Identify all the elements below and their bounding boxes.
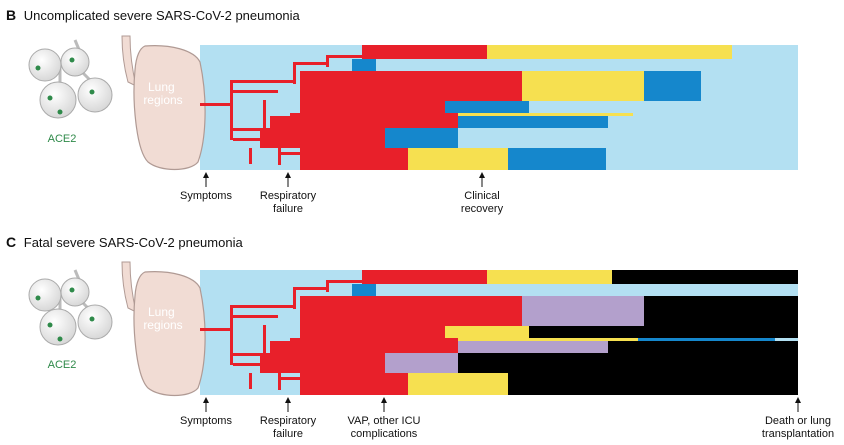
ace2-label: ACE2	[48, 359, 77, 371]
lung-label: Lung regions	[143, 80, 182, 107]
timeline-markers: Symptoms Respiratory failure VAP, other …	[180, 397, 834, 440]
marker-respiratory-failure: Respiratory failure	[260, 172, 317, 215]
timeline-markers: Symptoms Respiratory failure Clinical re…	[180, 172, 504, 215]
marker-death-or-transplant: Death or lung transplantation	[762, 397, 834, 440]
marker-symptoms: Symptoms	[180, 397, 232, 427]
lung-illustration	[133, 45, 206, 171]
ace2-label: ACE2	[48, 133, 77, 145]
svg-text:Respiratory: Respiratory	[260, 190, 317, 202]
lung-label: Lung regions	[143, 305, 182, 332]
marker-symptoms: Symptoms	[180, 172, 232, 202]
svg-text:transplantation: transplantation	[762, 428, 834, 440]
svg-text:failure: failure	[273, 428, 303, 440]
lung-illustration	[133, 271, 206, 397]
svg-text:Clinical: Clinical	[464, 190, 499, 202]
svg-text:recovery: recovery	[461, 203, 504, 215]
red-tree	[200, 280, 363, 390]
red-tree	[200, 55, 363, 165]
region-bars	[260, 45, 732, 170]
svg-text:Symptoms: Symptoms	[180, 415, 232, 427]
alveoli-illustration	[28, 269, 113, 346]
marker-vap-icu-complications: VAP, other ICU complications	[348, 397, 421, 440]
panel-b-title: B Uncomplicated severe SARS-CoV-2 pneumo…	[6, 7, 301, 23]
svg-text:Respiratory: Respiratory	[260, 415, 317, 427]
panel-c: C Fatal severe SARS-CoV-2 pneumonia ACE2…	[6, 234, 834, 440]
svg-text:VAP, other ICU: VAP, other ICU	[348, 415, 421, 427]
region-bars	[260, 270, 798, 395]
marker-clinical-recovery: Clinical recovery	[461, 172, 504, 215]
svg-text:failure: failure	[273, 203, 303, 215]
svg-text:Symptoms: Symptoms	[180, 190, 232, 202]
marker-respiratory-failure: Respiratory failure	[260, 397, 317, 440]
panel-b: B Uncomplicated severe SARS-CoV-2 pneumo…	[6, 7, 798, 215]
svg-text:complications: complications	[351, 428, 418, 440]
alveoli-illustration	[28, 39, 113, 119]
svg-text:Death or lung: Death or lung	[765, 415, 831, 427]
panel-c-title: C Fatal severe SARS-CoV-2 pneumonia	[6, 234, 243, 250]
